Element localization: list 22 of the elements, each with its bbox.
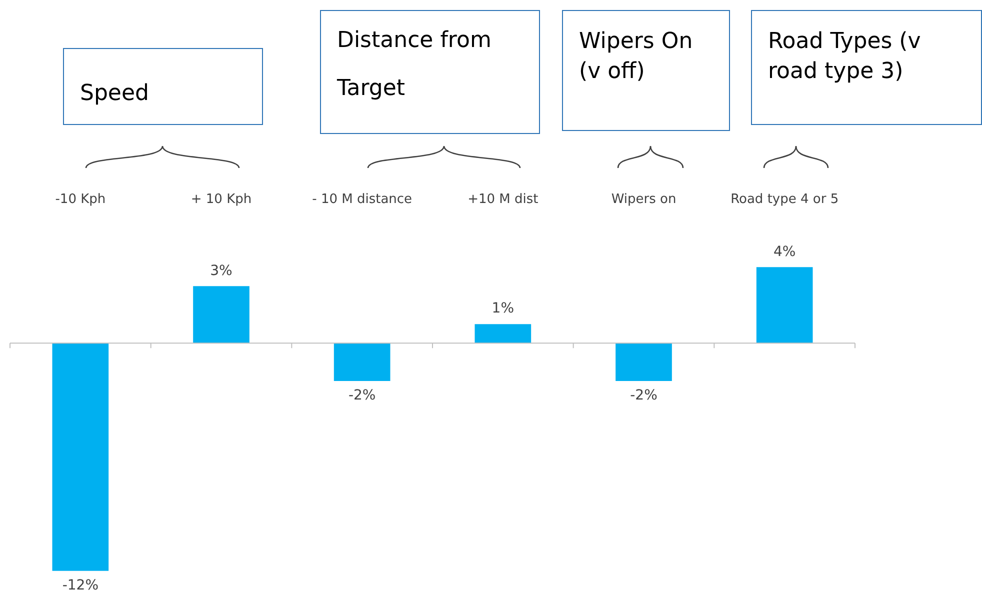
bar <box>52 343 109 571</box>
bar <box>193 286 250 344</box>
data-label: -2% <box>348 388 376 404</box>
data-label: -12% <box>62 578 99 594</box>
x-tick-label: - 10 M distance <box>312 192 412 208</box>
x-tick-label: Road type 4 or 5 <box>730 192 839 208</box>
data-label: 1% <box>492 300 514 317</box>
bar <box>474 324 532 344</box>
x-tick-label: -10 Kph <box>55 192 106 208</box>
bar <box>616 343 672 382</box>
bar <box>756 267 813 344</box>
text: Wipers On (v off) <box>579 28 694 86</box>
text: Distance from Target <box>337 27 492 103</box>
x-tick-label: + 10 Kph <box>190 192 252 208</box>
text: Road Types (v road type 3) <box>768 28 922 86</box>
x-tick-label: Wipers on <box>611 192 676 208</box>
data-label: 4% <box>773 244 796 260</box>
data-label: 3% <box>210 262 232 279</box>
bar <box>334 343 390 382</box>
text: Speed <box>80 80 149 108</box>
data-label: -2% <box>630 388 658 404</box>
x-tick-label: +10 M dist <box>468 192 538 208</box>
